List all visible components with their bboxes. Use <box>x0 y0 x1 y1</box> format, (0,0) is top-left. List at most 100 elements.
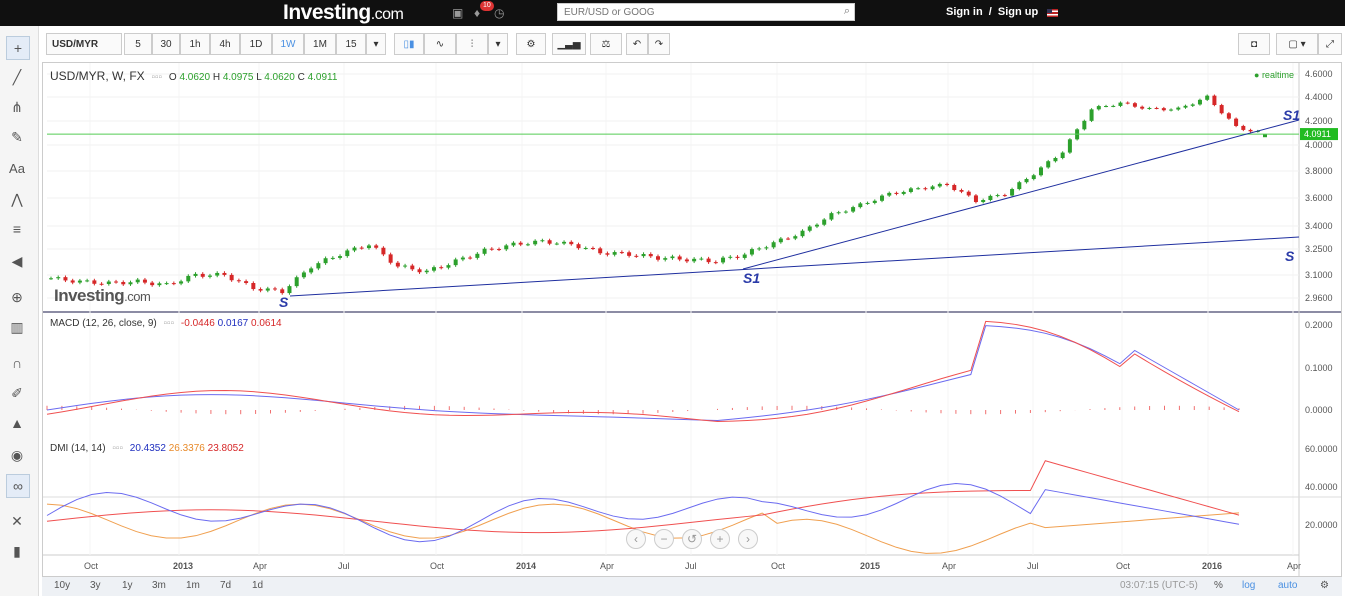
price-tick-label: 3.8000 <box>1305 166 1333 176</box>
search-box[interactable]: ⌕ <box>557 3 855 21</box>
chart-canvas[interactable]: 4.6000 4.4000 4.2000 4.0000 3.8000 3.6000 3.40… <box>43 63 1341 576</box>
arrow-icon[interactable]: ◀ <box>11 253 23 269</box>
percent-toggle[interactable]: % <box>1214 580 1223 591</box>
interval-1d[interactable]: 1D <box>240 33 272 55</box>
interval-dropdown-icon[interactable]: ▾ <box>366 33 386 55</box>
zoom-icon[interactable]: ⊕ <box>11 289 23 305</box>
time-tick-label: Apr <box>1287 561 1301 571</box>
magnet-icon[interactable]: ∩ <box>11 355 23 371</box>
interval-4h[interactable]: 4h <box>210 33 240 55</box>
fib-icon[interactable]: ≡ <box>12 221 22 237</box>
sign-in-link[interactable]: Sign in <box>946 6 983 18</box>
zoom-in-icon[interactable]: + <box>710 529 730 549</box>
lock-icon[interactable]: ▲ <box>10 415 24 431</box>
range-10y[interactable]: 10y <box>54 580 71 591</box>
candle-body <box>1024 179 1029 183</box>
candle-body <box>1190 104 1195 106</box>
range-1y[interactable]: 1y <box>122 580 133 591</box>
link-icon[interactable]: ∞ <box>6 474 30 498</box>
interval-30[interactable]: 30 <box>152 33 180 55</box>
interval-1h[interactable]: 1h <box>180 33 210 55</box>
briefcase-icon[interactable]: ▣ <box>452 6 464 20</box>
range-3m[interactable]: 3m <box>152 580 166 591</box>
top-bar: Investing.com ▣ ♦ 10 ◷ ⌕ Sign in / Sign … <box>0 0 1345 26</box>
candle-body <box>576 244 581 249</box>
trash-icon[interactable]: ▮ <box>13 543 21 559</box>
fullscreen-icon[interactable]: ⤢ <box>1318 33 1342 55</box>
reset-icon[interactable]: ↺ <box>682 529 702 549</box>
pitchfork-icon[interactable]: ⋔ <box>11 99 23 115</box>
candle-body <box>171 283 176 285</box>
range-1d[interactable]: 1d <box>252 580 264 591</box>
candle-body <box>973 195 978 203</box>
candle-body <box>612 252 617 255</box>
bottom-settings-icon[interactable]: ⚙ <box>1320 580 1329 591</box>
interval-5[interactable]: 5 <box>124 33 152 55</box>
macd-tools-icon[interactable]: ▫▫▫ <box>163 318 175 329</box>
clock-icon[interactable]: ◷ <box>494 6 505 20</box>
bottom-bar: 10y 3y 1y 3m 1m 7d 1d 03:07:15 (UTC-5) %… <box>42 577 1342 596</box>
ohlc-c-label: C <box>297 72 305 83</box>
settings-icon[interactable]: ⚙ <box>516 33 546 55</box>
search-input[interactable] <box>558 4 824 20</box>
range-1m[interactable]: 1m <box>186 580 200 591</box>
candle-body <box>793 236 798 239</box>
investing-logo[interactable]: Investing.com <box>283 1 404 24</box>
pencil-lock-icon[interactable]: ✐ <box>11 385 23 401</box>
time-tick-label: 2013 <box>173 561 193 571</box>
candle-body <box>887 192 892 196</box>
interval-1w[interactable]: 1W <box>272 33 304 55</box>
brush-icon[interactable]: ✎ <box>11 129 23 145</box>
chart-container[interactable]: 4.6000 4.4000 4.2000 4.0000 3.8000 3.6000 3.40… <box>42 62 1342 577</box>
scroll-right-icon[interactable]: › <box>738 529 758 549</box>
measure-icon[interactable]: ▥ <box>10 319 24 335</box>
candle-body <box>699 258 704 260</box>
candle-body <box>1176 107 1181 110</box>
candle-body <box>475 253 480 258</box>
candle-body <box>627 252 632 256</box>
undo-icon[interactable]: ↶ <box>626 33 648 55</box>
candle-body <box>1263 134 1267 138</box>
macd-value-3: 0.0614 <box>251 318 282 329</box>
settings-tools-icon[interactable]: ✕ <box>11 513 23 529</box>
range-3y[interactable]: 3y <box>90 580 101 591</box>
interval-15[interactable]: 15 <box>336 33 366 55</box>
trend-line-icon[interactable]: ╱ <box>12 69 22 85</box>
bell-icon[interactable]: ♦ <box>474 6 481 20</box>
candles-icon[interactable]: ▯▮ <box>394 33 424 55</box>
search-icon[interactable]: ⌕ <box>843 5 850 17</box>
legend-tools-icon[interactable]: ▫▫▫ <box>151 72 163 83</box>
auto-toggle[interactable]: auto <box>1278 580 1298 591</box>
redo-icon[interactable]: ↷ <box>648 33 670 55</box>
eye-icon[interactable]: ◉ <box>10 447 24 463</box>
candle-body <box>273 288 278 290</box>
camera-icon[interactable]: ◘ <box>1238 33 1270 55</box>
dmi-tools-icon[interactable]: ▫▫▫ <box>112 443 123 454</box>
bars-icon[interactable]: ⫶ <box>456 33 488 55</box>
area-chart-icon[interactable]: ∿ <box>424 33 456 55</box>
range-7d[interactable]: 7d <box>220 580 232 591</box>
candle-body <box>1255 131 1260 133</box>
scroll-left-icon[interactable]: ‹ <box>626 529 646 549</box>
ohlc-close: 4.0911 <box>307 72 338 83</box>
sign-up-link[interactable]: Sign up <box>997 6 1039 18</box>
candle-body <box>764 247 769 249</box>
symbol-input[interactable]: USD/MYR <box>46 33 122 55</box>
chart-type-dropdown-icon[interactable]: ▾ <box>488 33 508 55</box>
zoom-out-icon[interactable]: − <box>654 529 674 549</box>
candle-body <box>1053 158 1058 162</box>
log-toggle[interactable]: log <box>1242 580 1256 591</box>
candle-body <box>663 258 668 260</box>
candle-body <box>388 254 393 263</box>
interval-1m[interactable]: 1M <box>304 33 336 55</box>
us-flag-icon[interactable] <box>1047 9 1058 17</box>
text-tool-icon[interactable]: Aa <box>9 161 25 176</box>
candle-body <box>959 190 964 192</box>
candle-body <box>207 275 212 277</box>
crosshair-icon[interactable]: + <box>6 36 30 60</box>
time-tick-label: Jul <box>1027 561 1039 571</box>
indicators-icon[interactable]: ▁▃▅ <box>552 33 586 55</box>
compare-icon[interactable]: ⚖ <box>590 33 622 55</box>
layout-icon[interactable]: ▢ ▾ <box>1276 33 1318 55</box>
pattern-icon[interactable]: ⋀ <box>11 191 23 207</box>
